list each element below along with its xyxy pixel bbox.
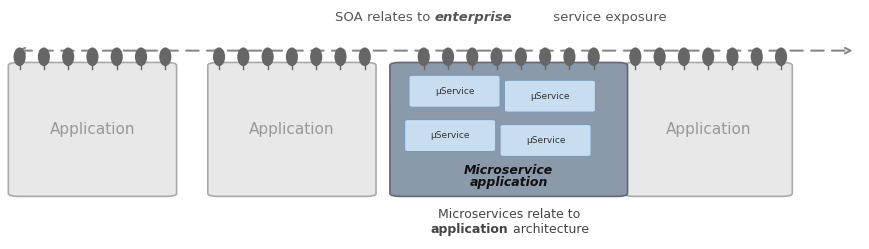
Ellipse shape (14, 47, 26, 66)
Ellipse shape (441, 47, 454, 66)
FancyBboxPatch shape (404, 120, 495, 152)
Text: μService: μService (529, 92, 569, 101)
Ellipse shape (309, 47, 322, 66)
FancyBboxPatch shape (208, 62, 375, 196)
Text: enterprise: enterprise (434, 11, 512, 24)
Text: μService: μService (434, 87, 474, 96)
Ellipse shape (262, 47, 274, 66)
Ellipse shape (539, 47, 551, 66)
Ellipse shape (750, 47, 762, 66)
Ellipse shape (653, 47, 665, 66)
Ellipse shape (62, 47, 74, 66)
Text: Microservices relate to: Microservices relate to (437, 208, 579, 221)
Ellipse shape (213, 47, 225, 66)
FancyBboxPatch shape (9, 62, 176, 196)
FancyBboxPatch shape (504, 80, 594, 112)
FancyBboxPatch shape (500, 124, 590, 157)
Ellipse shape (358, 47, 370, 66)
Ellipse shape (466, 47, 478, 66)
Text: architecture: architecture (508, 223, 588, 236)
Ellipse shape (37, 47, 50, 66)
Ellipse shape (726, 47, 738, 66)
Text: μService: μService (525, 136, 565, 145)
Ellipse shape (86, 47, 98, 66)
Ellipse shape (417, 47, 429, 66)
Text: application: application (469, 176, 547, 189)
Ellipse shape (237, 47, 249, 66)
Ellipse shape (135, 47, 147, 66)
Ellipse shape (159, 47, 171, 66)
Ellipse shape (334, 47, 346, 66)
Text: Application: Application (249, 122, 335, 137)
Ellipse shape (110, 47, 123, 66)
Text: Application: Application (665, 122, 750, 137)
Text: SOA relates to: SOA relates to (335, 11, 434, 24)
Ellipse shape (286, 47, 298, 66)
FancyBboxPatch shape (408, 75, 500, 107)
Ellipse shape (563, 47, 574, 66)
FancyBboxPatch shape (623, 62, 792, 196)
Text: μService: μService (430, 131, 469, 140)
Text: Application: Application (50, 122, 135, 137)
Ellipse shape (514, 47, 527, 66)
FancyBboxPatch shape (389, 62, 627, 196)
Text: Microservice: Microservice (463, 164, 553, 177)
Ellipse shape (701, 47, 713, 66)
Ellipse shape (628, 47, 640, 66)
Ellipse shape (587, 47, 599, 66)
Ellipse shape (490, 47, 502, 66)
Text: service exposure: service exposure (548, 11, 666, 24)
Ellipse shape (677, 47, 689, 66)
Text: application: application (430, 223, 508, 236)
Ellipse shape (774, 47, 786, 66)
